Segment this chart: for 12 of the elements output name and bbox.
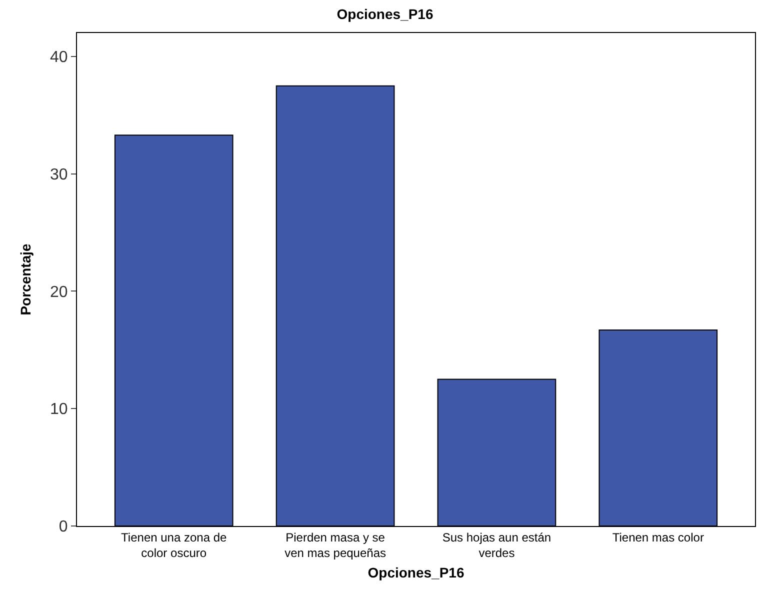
y-tick-label: 30 [50,166,68,184]
chart-title: Opciones_P16 [336,6,434,22]
y-tick-label: 40 [50,49,68,66]
x-axis-title: Opciones_P16 [368,564,464,580]
y-tick-label: 0 [58,518,68,536]
x-tick-label: Pierden masa y se ven mas pequeñas [284,530,386,560]
y-tick-label: 20 [50,284,68,301]
x-tick-label: Tienen mas color [612,530,704,544]
y-tick-label: 10 [50,401,68,418]
x-tick-label: Tienen una zona de color oscuro [121,530,228,560]
y-axis-title: Porcentaje [18,243,34,316]
x-tick-label: Sus hojas aun están verdes [442,530,552,560]
